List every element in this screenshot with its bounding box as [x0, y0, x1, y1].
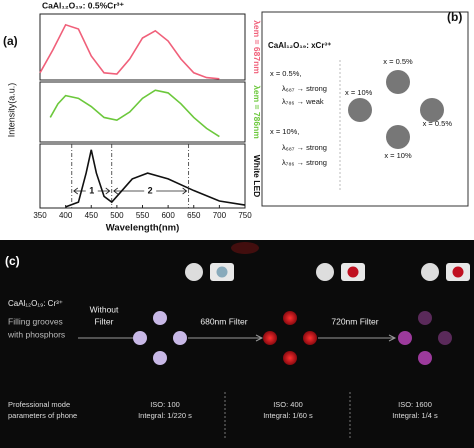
panel-b-line: λ₇₈₆ → weak: [282, 97, 324, 106]
panel-label: (b): [447, 10, 462, 24]
circle-label: x = 10%: [345, 88, 373, 97]
camera-lens: [452, 266, 464, 278]
panel-b-line: λ₇₈₆ → strong: [282, 158, 327, 167]
sample-circle: [420, 98, 444, 122]
arrow: [188, 334, 264, 342]
sample-spot: [418, 351, 432, 365]
legend-entry: λem = 687nm: [252, 20, 262, 74]
x-tick-label: 750: [238, 211, 252, 220]
panel-b-line: x = 10%,: [270, 127, 299, 136]
sample-spot: [283, 311, 297, 325]
sample-spot: [283, 351, 297, 365]
sample-spot: [173, 331, 187, 345]
legend-entry: White LED: [252, 155, 262, 198]
glow: [231, 242, 259, 254]
sample-circle: [386, 70, 410, 94]
x-axis-label: Wavelength(nm): [106, 223, 180, 234]
panel-b-title: CaAl₁₂O₁₉: xCr³⁺: [268, 41, 331, 50]
filter-label: 680nm Filter: [200, 316, 247, 326]
plot-frame: [39, 81, 246, 143]
chart-title: CaAl₁₂O₁₉: 0.5%Cr³⁺: [42, 0, 124, 10]
camera-lens: [347, 266, 359, 278]
caption: with phosphors: [7, 329, 65, 339]
circle-label: x = 0.5%: [423, 119, 453, 128]
x-tick-label: 500: [110, 211, 124, 220]
arrow: [318, 334, 397, 342]
x-tick-label: 400: [59, 211, 73, 220]
sample-circle: [386, 125, 410, 149]
camera-setting: ISO: 400: [273, 400, 303, 409]
footer: Professional mode: [8, 400, 70, 409]
x-tick-label: 600: [161, 211, 175, 220]
sample-circle: [348, 98, 372, 122]
x-tick-label: 550: [136, 211, 150, 220]
footer: parameters of phone: [8, 411, 77, 420]
line: [39, 23, 220, 80]
sample-spot: [303, 331, 317, 345]
arrow: [73, 187, 111, 195]
circle-label: x = 0.5%: [383, 57, 413, 66]
sample-spot: [418, 311, 432, 325]
filter-label: Without: [90, 304, 119, 314]
arrow: [113, 187, 188, 195]
sample-spot: [263, 331, 277, 345]
plot-frame: [39, 13, 246, 81]
panel-b-line: λ₆₈₇ → strong: [282, 84, 327, 93]
camera-setting: Integral: 1/60 s: [263, 411, 313, 420]
filter-label: 720nm Filter: [331, 316, 378, 326]
circle-label: x = 10%: [384, 151, 412, 160]
sample-spot: [438, 331, 452, 345]
bulb-icon: [185, 263, 203, 281]
x-tick-label: 650: [187, 211, 201, 220]
x-tick-label: 700: [213, 211, 227, 220]
camera-setting: Integral: 1/220 s: [138, 411, 192, 420]
line: [49, 89, 220, 138]
annotation: 2: [148, 185, 153, 195]
camera-setting: ISO: 1600: [398, 400, 432, 409]
panel-b-line: λ₆₈₇ → strong: [282, 143, 327, 152]
bulb-icon: [316, 263, 334, 281]
panel-label: (a): [3, 34, 18, 48]
caption: Filling grooves: [8, 316, 63, 326]
sample-spot: [398, 331, 412, 345]
bulb-icon: [421, 263, 439, 281]
photo-background: [0, 240, 474, 448]
filter-label: Filter: [95, 316, 114, 326]
panel-c-title: CaAl₁₂O₁₉: Cr³⁺: [8, 299, 63, 308]
panel-b-line: x = 0.5%,: [270, 69, 301, 78]
y-axis-label: Intensity(a.u.): [6, 83, 16, 138]
camera-setting: Integral: 1/4 s: [392, 411, 438, 420]
x-tick-label: 450: [85, 211, 99, 220]
x-tick-label: 350: [33, 211, 47, 220]
camera-lens: [216, 266, 228, 278]
sample-spot: [153, 351, 167, 365]
panel-label: (c): [5, 254, 20, 268]
camera-setting: ISO: 100: [150, 400, 180, 409]
sample-spot: [153, 311, 167, 325]
sample-spot: [133, 331, 147, 345]
legend-entry: λem = 786nm: [252, 85, 262, 139]
line: [65, 149, 246, 208]
annotation: 1: [89, 185, 94, 195]
